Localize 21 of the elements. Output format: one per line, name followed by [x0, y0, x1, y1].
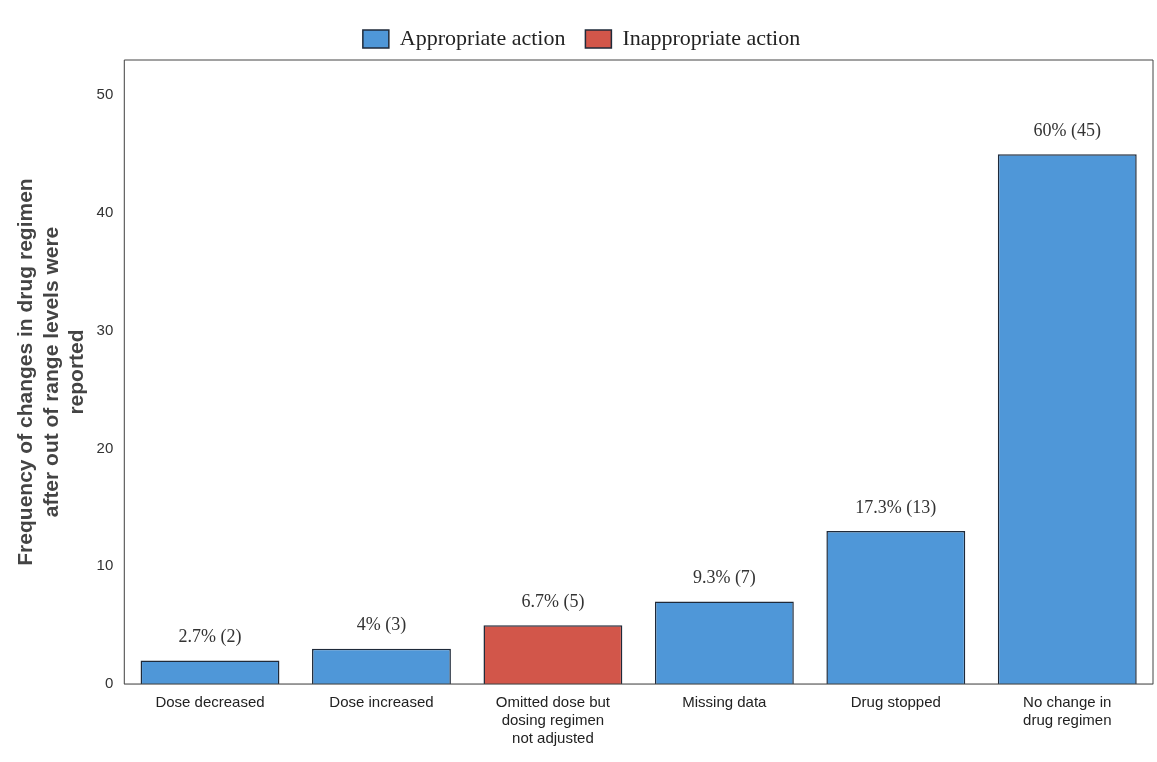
data-label: 9.3% (7): [692, 567, 756, 589]
y-tick-label: 20: [96, 438, 114, 456]
data-label: 2.7% (2): [178, 626, 242, 648]
x-tick-label: Drug stopped: [850, 693, 941, 711]
y-tick-label: 50: [96, 85, 114, 103]
x-tick-label: Dose decreased: [155, 693, 265, 711]
y-tick-label: 10: [96, 556, 114, 574]
x-tick-label: Missing data: [682, 693, 768, 711]
y-tick-label: 30: [96, 320, 114, 338]
y-tick-label: 40: [96, 203, 114, 221]
data-label: 60% (45): [1033, 119, 1102, 141]
y-axis-title: Frequency of changes in drug regimen after out of range levels were reported: [13, 178, 87, 566]
data-label: 17.3% (13): [855, 496, 937, 518]
x-tick-label: No change in drug regimen: [1023, 693, 1112, 729]
legend-label: Appropriate action: [399, 24, 566, 50]
data-label: 4% (3): [356, 614, 407, 636]
y-tick-label: 0: [104, 674, 114, 692]
legend-label: Inappropriate action: [622, 24, 801, 50]
x-tick-label: Dose increased: [329, 693, 434, 711]
x-tick-label: Omitted dose but dosing regimen not adjusted: [495, 693, 611, 747]
data-label: 6.7% (5): [521, 590, 585, 612]
